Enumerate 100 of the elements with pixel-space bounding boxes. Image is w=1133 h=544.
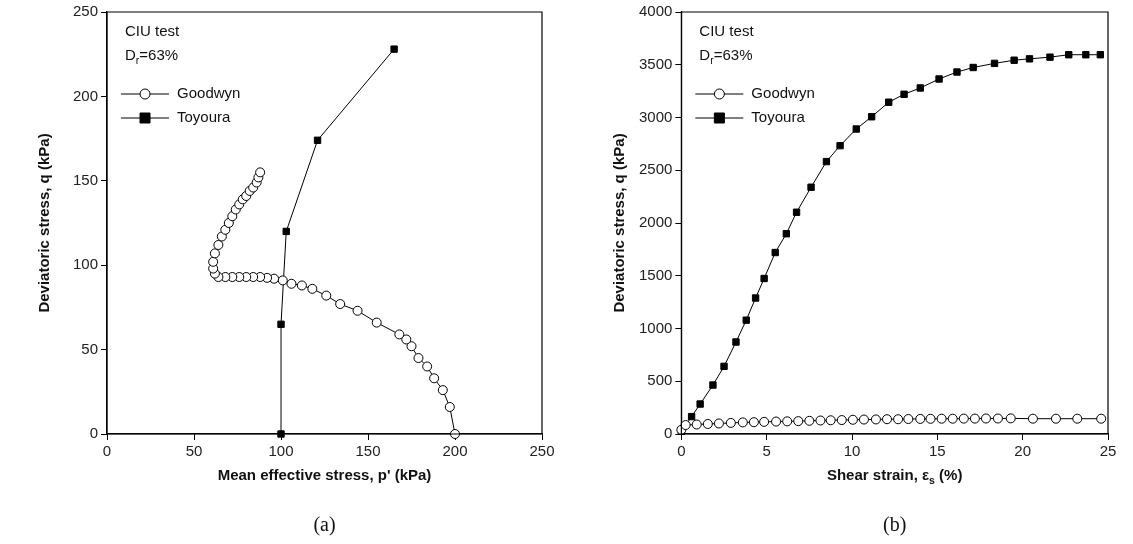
point <box>969 413 980 424</box>
point <box>422 361 433 372</box>
point <box>760 274 768 283</box>
point <box>969 63 977 72</box>
point <box>980 413 991 424</box>
y-tick-label: 1500 <box>638 265 673 283</box>
point <box>1065 51 1073 59</box>
point <box>935 75 943 83</box>
x-tick-label: 25 <box>1099 442 1117 460</box>
point <box>713 418 724 429</box>
point <box>696 400 704 408</box>
point <box>732 338 740 346</box>
point <box>782 416 793 427</box>
point <box>255 167 266 178</box>
point <box>277 275 288 286</box>
text: (b) <box>883 513 907 537</box>
point <box>702 418 713 429</box>
point <box>793 416 804 427</box>
y-tick-label: 4000 <box>638 2 673 20</box>
point <box>720 362 728 371</box>
point <box>815 415 826 426</box>
point <box>1005 413 1016 424</box>
point <box>885 98 893 106</box>
point <box>771 416 782 427</box>
point <box>903 414 914 425</box>
y-tick-label: 0 <box>664 424 673 442</box>
point <box>444 401 455 412</box>
point <box>992 413 1003 424</box>
point <box>352 305 363 316</box>
point <box>737 417 748 428</box>
point <box>782 230 790 238</box>
point <box>709 381 717 389</box>
x-tick-label: 150 <box>355 442 381 460</box>
y-tick-label: 250 <box>73 2 99 20</box>
y-axis-title: Deviatoric stress, q (kPa) <box>35 133 53 313</box>
point <box>725 417 736 428</box>
point <box>1096 51 1104 59</box>
point <box>680 420 691 431</box>
point <box>836 415 847 426</box>
y-tick-label: 1000 <box>638 318 673 336</box>
point <box>742 316 750 324</box>
legend-label: Toyoura <box>177 108 232 126</box>
point <box>213 239 224 250</box>
point <box>858 414 869 425</box>
point <box>1072 413 1083 424</box>
point <box>401 334 412 345</box>
point <box>947 413 958 424</box>
y-tick-label: 3500 <box>638 54 673 72</box>
x-tick-label: 0 <box>102 442 112 460</box>
legend-label: Goodwyn <box>177 84 241 102</box>
point <box>771 248 779 257</box>
point <box>313 136 322 144</box>
point <box>893 414 904 425</box>
y-tick-label: 100 <box>73 255 99 273</box>
point <box>1096 413 1107 424</box>
point <box>371 317 382 328</box>
point <box>437 385 448 396</box>
y-tick-label: 2500 <box>638 160 673 178</box>
point <box>223 218 234 228</box>
point <box>916 84 924 92</box>
point <box>1025 55 1034 63</box>
point <box>277 320 285 328</box>
point <box>209 248 220 259</box>
x-tick-label: 20 <box>1014 442 1032 460</box>
point <box>429 373 440 384</box>
point <box>759 416 770 427</box>
point <box>286 278 297 289</box>
text: (a) <box>313 513 336 537</box>
x-tick-label: 250 <box>529 442 555 460</box>
y-tick-label: 150 <box>73 170 99 188</box>
point <box>958 413 969 424</box>
annotation: CIU test <box>125 22 181 40</box>
y-tick-label: 3000 <box>638 107 673 125</box>
point <box>1082 51 1090 59</box>
point <box>804 415 815 426</box>
point <box>792 208 801 216</box>
point <box>282 227 290 236</box>
point <box>691 419 702 430</box>
point <box>394 329 405 340</box>
point <box>307 283 318 294</box>
x-axis-title: Mean effective stress, p' (kPa) <box>217 466 432 484</box>
x-tick-label: 15 <box>929 442 946 460</box>
point <box>748 417 759 428</box>
point <box>1050 413 1061 424</box>
x-tick-label: 100 <box>268 442 294 460</box>
point <box>208 256 219 267</box>
point <box>925 413 936 424</box>
point <box>915 413 926 424</box>
point <box>822 157 831 166</box>
point <box>687 412 696 421</box>
point <box>807 183 815 191</box>
point <box>296 280 307 291</box>
y-tick-label: 200 <box>73 86 99 104</box>
point <box>825 415 836 426</box>
point <box>1046 53 1054 61</box>
x-tick-label: 0 <box>677 442 686 460</box>
legend-label: Toyoura <box>751 108 806 126</box>
y-tick-label: 500 <box>647 371 673 389</box>
point <box>1027 413 1038 424</box>
point <box>751 294 760 302</box>
